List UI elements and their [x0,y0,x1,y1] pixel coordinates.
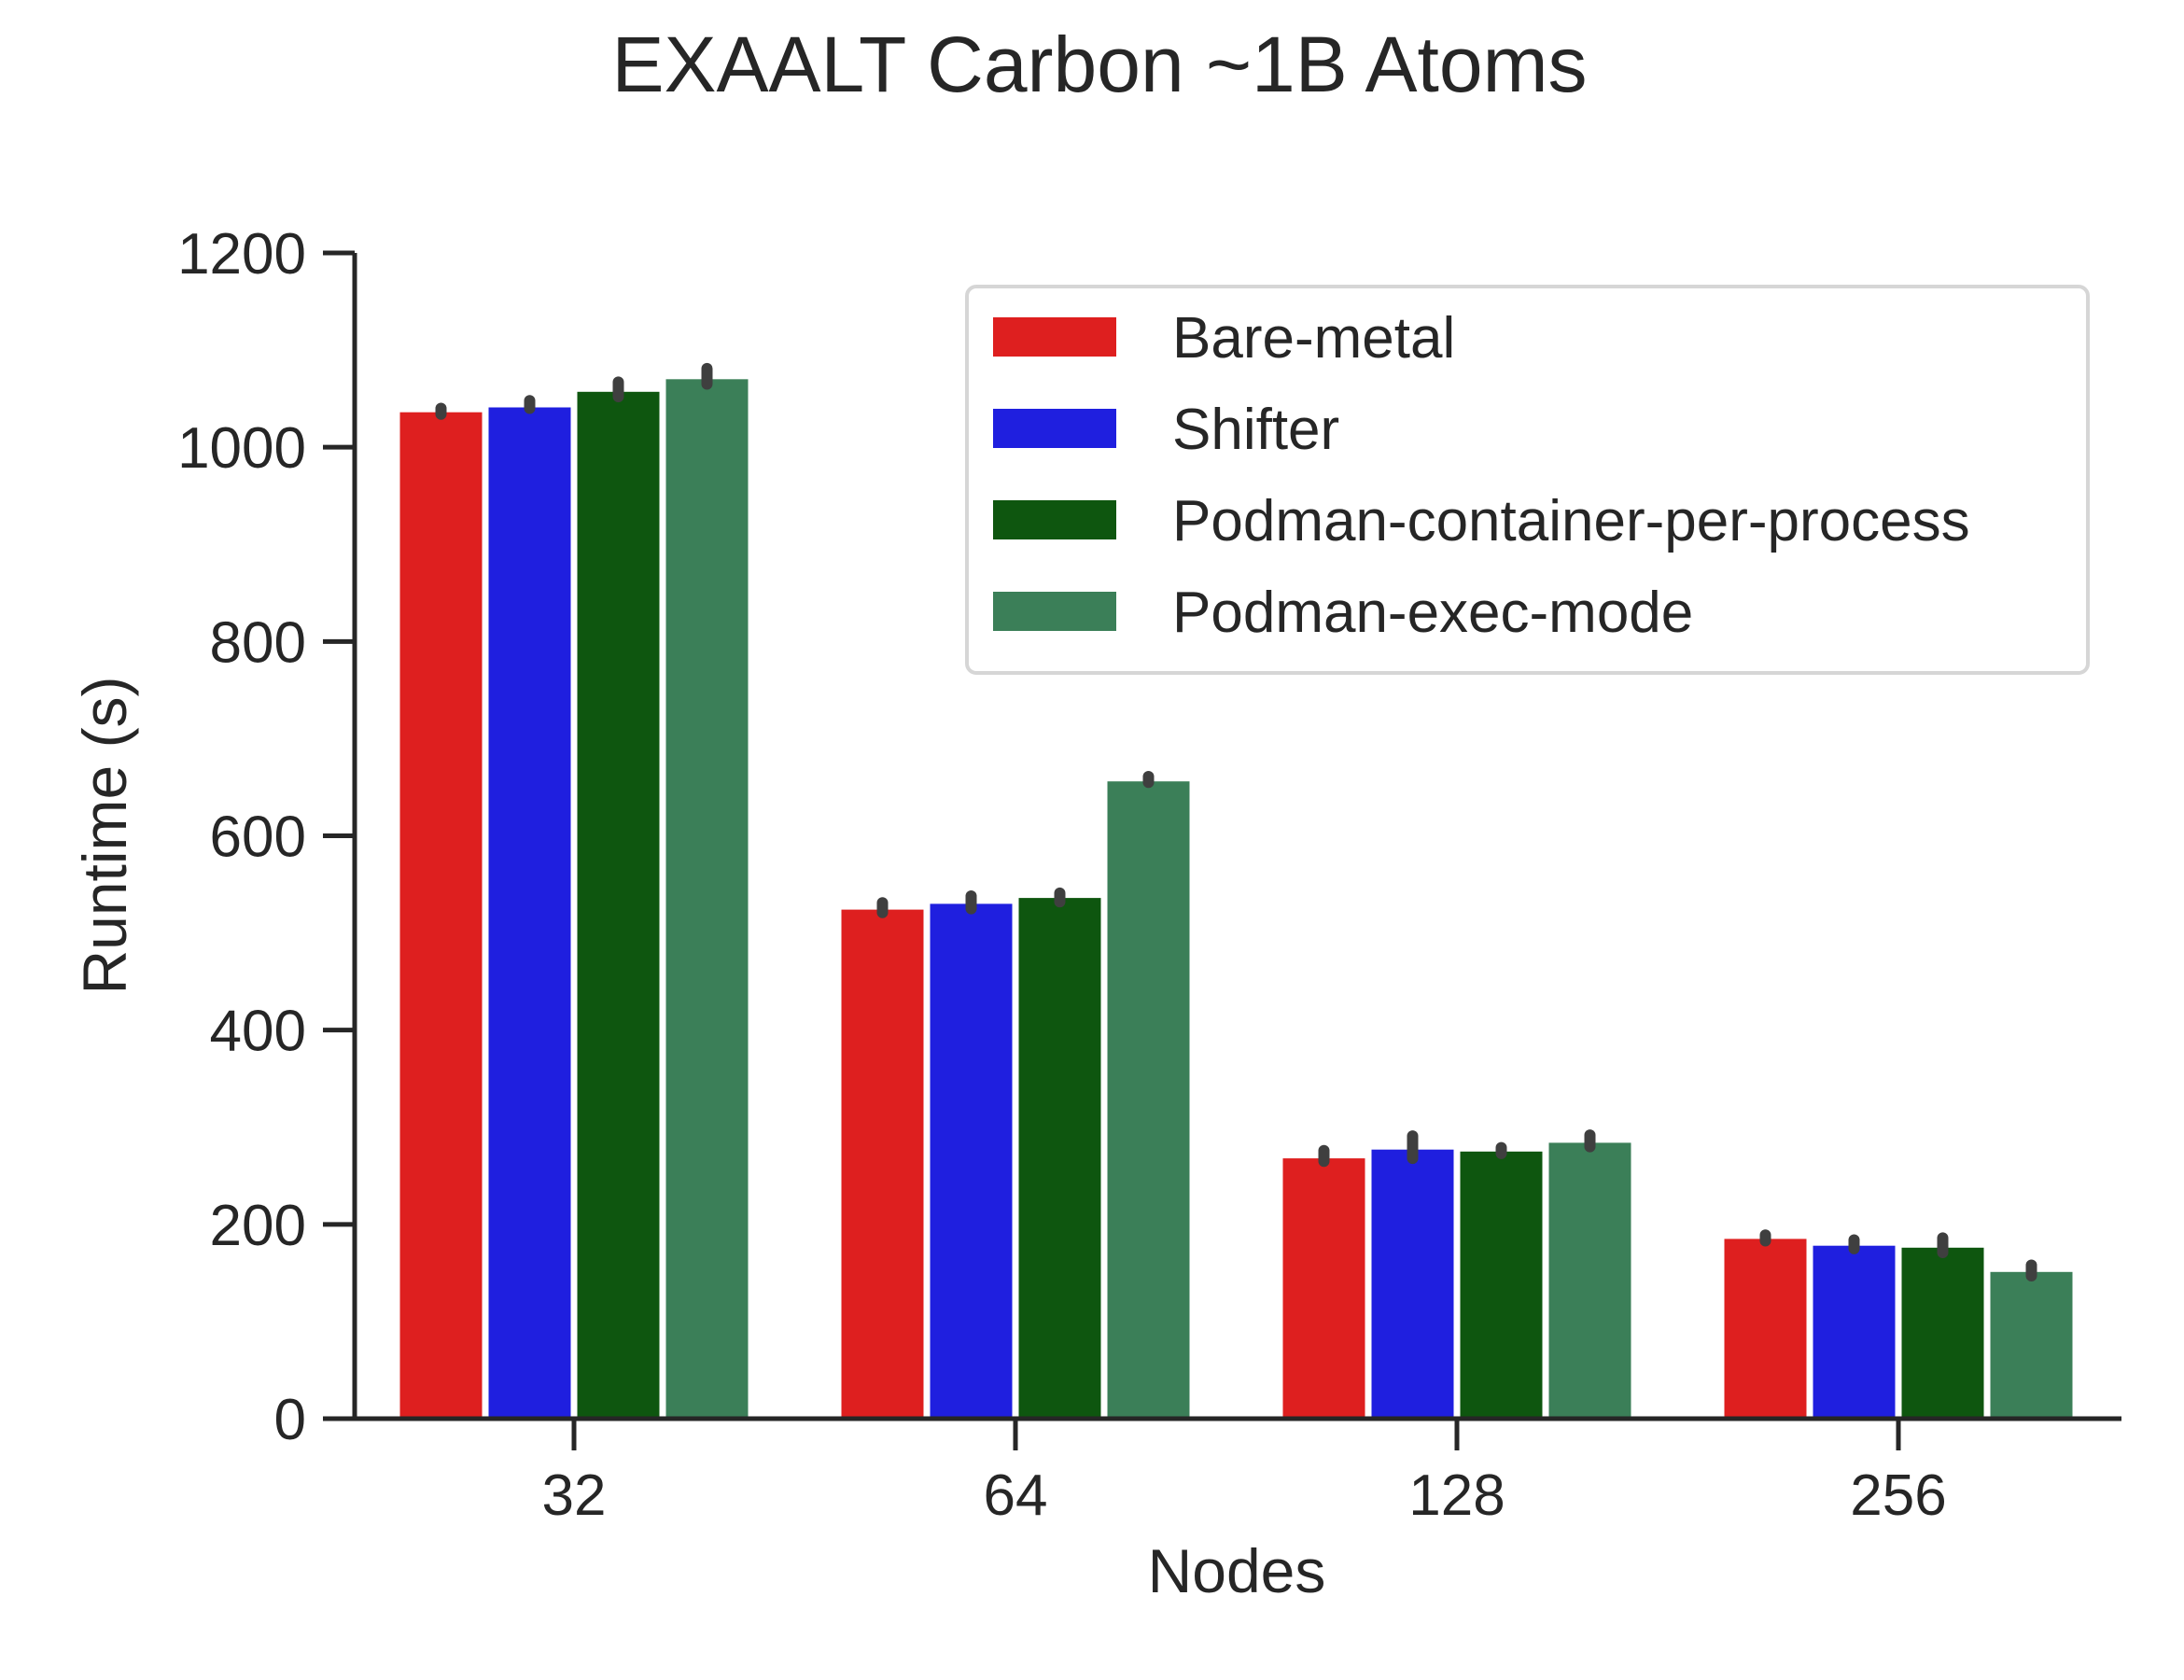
legend-swatch-podman-container-per-process [993,500,1116,539]
y-tick-label: 1200 [177,222,306,287]
bar-podman-exec-mode-256 [1990,1271,2073,1419]
ticks: 0 200 400 600 800 1000 1200 32 64 128 256 [177,222,1947,1528]
bar-shifter-256 [1813,1245,1896,1419]
bar-podman-exec-mode-32 [665,379,749,1419]
bar-bare-metal-64 [841,909,924,1419]
legend-swatch-bare-metal [993,317,1116,357]
bar-podman-exec-mode-64 [1107,781,1190,1419]
chart-title: EXAALT Carbon ~1B Atoms [611,21,1587,108]
legend-swatch-shifter [993,409,1116,448]
bar-bare-metal-128 [1282,1158,1365,1419]
x-tick-label: 32 [542,1463,607,1528]
legend-label-podman-exec-mode: Podman-exec-mode [1172,581,1693,645]
bar-bare-metal-32 [399,412,483,1420]
x-tick-label: 128 [1408,1463,1505,1528]
bar-podman-container-per-process-32 [577,391,660,1419]
x-axis-label: Nodes [1148,1536,1326,1605]
bar-podman-container-per-process-64 [1018,898,1101,1419]
y-tick-label: 0 [274,1388,306,1452]
legend-label-bare-metal: Bare-metal [1172,306,1455,371]
bar-shifter-32 [488,407,571,1419]
bar-shifter-128 [1371,1149,1454,1419]
x-tick-label: 64 [984,1463,1048,1528]
bar-podman-container-per-process-256 [1901,1247,1984,1419]
legend-label-podman-container-per-process: Podman-container-per-process [1172,489,1970,553]
y-tick-label: 800 [210,610,306,675]
legend-label-shifter: Shifter [1172,398,1339,462]
bar-shifter-64 [930,903,1013,1419]
y-tick-label: 1000 [177,416,306,481]
bar-podman-container-per-process-128 [1460,1151,1543,1419]
x-tick-label: 256 [1850,1463,1946,1528]
y-tick-label: 400 [210,1000,306,1064]
y-tick-label: 600 [210,805,306,870]
bar-bare-metal-256 [1724,1239,1807,1419]
bars-layer [399,379,2073,1420]
legend: Bare-metal Shifter Podman-container-per-pr… [965,285,2090,675]
error-bars-layer [435,362,2037,1281]
y-axis-label: Runtime (s) [70,676,139,994]
legend-frame [965,285,2090,675]
bar-podman-exec-mode-128 [1548,1142,1631,1419]
legend-swatch-podman-exec-mode [993,592,1116,631]
y-tick-label: 200 [210,1194,306,1258]
